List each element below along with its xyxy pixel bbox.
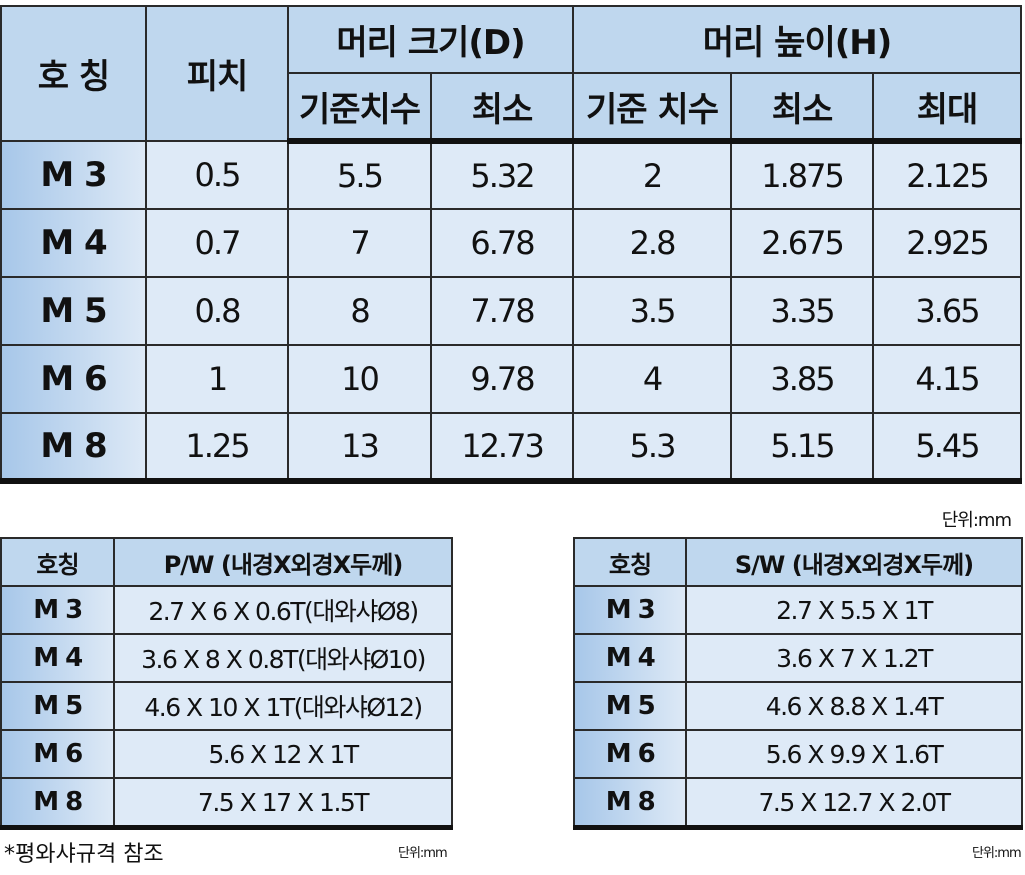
- row-label: M 6: [0, 729, 115, 779]
- cell: 3.5: [572, 276, 733, 346]
- header-cell: 기준 치수: [572, 72, 733, 144]
- row-label: M 4: [573, 633, 687, 683]
- row: M 8 1.25 13 12.73 5.3 5.15 5.45: [0, 412, 1023, 484]
- cell: 4.6 X 8.8 X 1.4T: [685, 681, 1023, 731]
- row-label: M 4: [0, 208, 147, 278]
- header-cell: 머리 크기(D): [286, 5, 575, 74]
- cell: 4.6 X 10 X 1T(대와샤Ø12): [113, 681, 453, 731]
- cell: 2.125: [872, 140, 1023, 210]
- cell: 3.35: [730, 276, 875, 346]
- cell: 0.8: [145, 276, 289, 346]
- cell: 5.15: [730, 412, 875, 484]
- row-label: M 5: [0, 681, 115, 731]
- cell: 2.7 X 5.5 X 1T: [685, 585, 1023, 635]
- header-cell: 기준치수: [287, 72, 432, 144]
- row: M 8 7.5 X 12.7 X 2.0T: [573, 777, 1023, 830]
- row-label: M 6: [0, 344, 147, 414]
- row: M 3 0.5 5.5 5.32 2 1.875 2.125: [0, 140, 1023, 210]
- cell: 5.32: [429, 140, 575, 210]
- cell: 2.675: [730, 208, 875, 278]
- row: M 3 2.7 X 6 X 0.6T(대와샤Ø8): [0, 585, 453, 635]
- cell: 3.85: [730, 344, 875, 414]
- row-label: M 8: [573, 777, 687, 830]
- unit-label: 단위:mm: [972, 846, 1022, 861]
- row-label: M 8: [0, 412, 147, 484]
- unit-label: 단위:mm: [398, 846, 448, 861]
- header-row: 호칭 P/W (내경X외경X두께): [0, 537, 453, 587]
- cell: 9.78: [429, 344, 575, 414]
- cell: 7.5 X 17 X 1.5T: [113, 777, 453, 830]
- row-label: M 4: [0, 633, 115, 683]
- cell: 5.45: [872, 412, 1023, 484]
- cell: 0.7: [145, 208, 289, 278]
- header-cell: S/W (내경X외경X두께): [685, 537, 1023, 587]
- footnote: *평와샤규격 참조: [4, 842, 164, 867]
- header-cell: 호칭: [0, 537, 115, 587]
- cell: 8: [287, 276, 432, 346]
- bolt-table: 호 칭 피치 머리 크기(D) 머리 높이(H) 기준치수 최소 기준 치수 최소 최대…: [0, 5, 1023, 484]
- cell: 12.73: [429, 412, 575, 484]
- row-label: M 6: [573, 729, 687, 779]
- row: M 8 7.5 X 17 X 1.5T: [0, 777, 453, 830]
- cell: 4: [572, 344, 733, 414]
- row: M 6 5.6 X 9.9 X 1.6T: [573, 729, 1023, 779]
- cell: 5.6 X 9.9 X 1.6T: [685, 729, 1023, 779]
- row: M 5 4.6 X 8.8 X 1.4T: [573, 681, 1023, 731]
- cell: 13: [287, 412, 432, 484]
- cell: 7.78: [429, 276, 575, 346]
- cell: 5.5: [287, 140, 432, 210]
- row-label: M 8: [0, 777, 115, 830]
- header-cell: 최소: [429, 72, 575, 144]
- cell: 4.15: [872, 344, 1023, 414]
- cell: 2: [572, 140, 733, 210]
- cell: 5.6 X 12 X 1T: [113, 729, 453, 779]
- cell: 3.65: [872, 276, 1023, 346]
- row: M 4 3.6 X 8 X 0.8T(대와샤Ø10): [0, 633, 453, 683]
- row: M 4 3.6 X 7 X 1.2T: [573, 633, 1023, 683]
- row-label: M 5: [573, 681, 687, 731]
- cell: 7: [287, 208, 432, 278]
- cell: 1.875: [730, 140, 875, 210]
- header-cell: 최대: [872, 72, 1023, 144]
- cell: 2.8: [572, 208, 733, 278]
- cell: 3.6 X 7 X 1.2T: [685, 633, 1023, 683]
- cell: 2.7 X 6 X 0.6T(대와샤Ø8): [113, 585, 453, 635]
- header-cell: 머리 높이(H): [572, 5, 1023, 74]
- cell: 5.3: [572, 412, 733, 484]
- cell: 6.78: [429, 208, 575, 278]
- header-cell: 최소: [730, 72, 875, 144]
- cell: 3.6 X 8 X 0.8T(대와샤Ø10): [113, 633, 453, 683]
- header-cell: P/W (내경X외경X두께): [113, 537, 453, 587]
- row: M 6 5.6 X 12 X 1T: [0, 729, 453, 779]
- cell: 1.25: [145, 412, 289, 484]
- pw-table: 호칭 P/W (내경X외경X두께) M 3 2.7 X 6 X 0.6T(대와샤Ø8)…: [0, 537, 453, 830]
- sw-table: 호칭 S/W (내경X외경X두께) M 3 2.7 X 5.5 X 1T M 4 3.6 …: [573, 537, 1023, 830]
- header-cell: 호칭: [573, 537, 687, 587]
- unit-label: 단위:mm: [941, 510, 1012, 531]
- cell: 1: [145, 344, 289, 414]
- row: M 4 0.7 7 6.78 2.8 2.675 2.925: [0, 208, 1023, 278]
- row-label: M 5: [0, 276, 147, 346]
- row: M 5 0.8 8 7.78 3.5 3.35 3.65: [0, 276, 1023, 346]
- header-cell: 호 칭: [0, 5, 147, 142]
- row: M 5 4.6 X 10 X 1T(대와샤Ø12): [0, 681, 453, 731]
- header-row: 호칭 S/W (내경X외경X두께): [573, 537, 1023, 587]
- header-row: 기준치수 최소 기준 치수 최소 최대: [1, 72, 1023, 144]
- row: M 3 2.7 X 5.5 X 1T: [573, 585, 1023, 635]
- row-label: M 3: [0, 140, 147, 210]
- cell: 10: [287, 344, 432, 414]
- header-cell: 피치: [145, 5, 289, 142]
- cell: 0.5: [145, 140, 289, 210]
- row-label: M 3: [573, 585, 687, 635]
- cell: 2.925: [872, 208, 1023, 278]
- row-label: M 3: [0, 585, 115, 635]
- row: M 6 1 10 9.78 4 3.85 4.15: [0, 344, 1023, 414]
- cell: 7.5 X 12.7 X 2.0T: [685, 777, 1023, 830]
